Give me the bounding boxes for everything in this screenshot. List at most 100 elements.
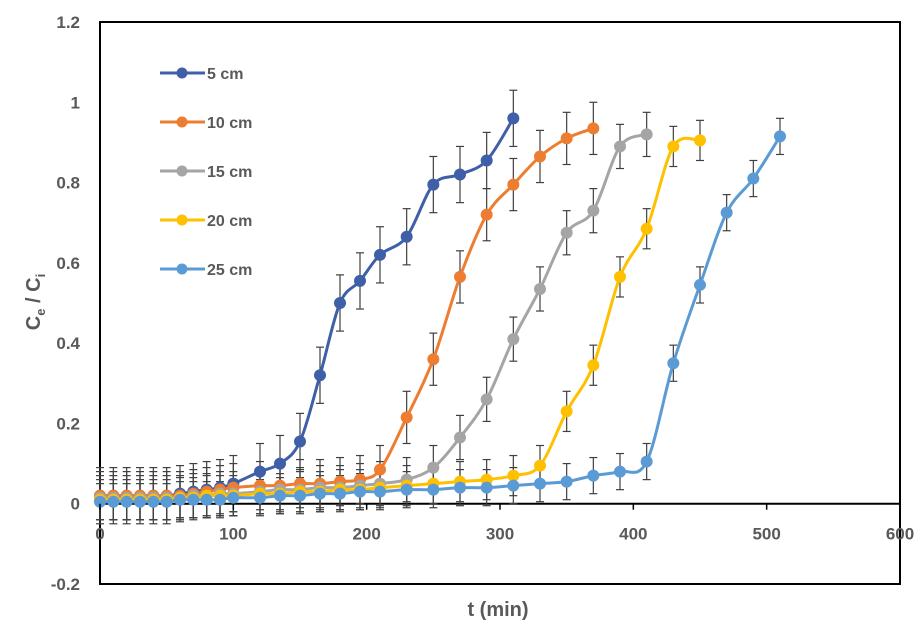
series-line-20-cm xyxy=(98,136,702,502)
y-axis-ticks: -0.2 0 0.2 0.4 0.6 0.8 1 1.2 xyxy=(51,13,81,594)
data-point-25-cm xyxy=(587,469,600,482)
data-point-25-cm xyxy=(354,485,366,498)
data-point-10-cm xyxy=(400,411,413,424)
data-point-25-cm xyxy=(294,489,306,502)
data-point-25-cm xyxy=(187,493,200,506)
data-point-5-cm xyxy=(274,457,286,470)
data-point-10-cm xyxy=(560,132,573,145)
series-line-10-cm xyxy=(98,126,595,498)
data-point-20-cm xyxy=(694,134,706,147)
data-point-5-cm xyxy=(400,230,413,243)
data-point-25-cm xyxy=(334,487,346,500)
data-point-10-cm xyxy=(427,353,440,366)
data-point-25-cm xyxy=(134,495,146,508)
legend-label-10-cm: 10 cm xyxy=(207,115,252,132)
y-axis-title: Ce / Ci xyxy=(23,274,48,330)
legend-label-15-cm: 15 cm xyxy=(207,164,252,181)
legend-marker-10-cm xyxy=(176,116,188,128)
data-point-25-cm xyxy=(774,130,786,143)
data-point-25-cm xyxy=(534,477,546,490)
data-point-25-cm xyxy=(507,479,520,492)
x-tick-label: 100 xyxy=(219,525,247,544)
data-point-25-cm xyxy=(454,481,466,494)
plot-frame xyxy=(99,21,901,585)
data-point-25-cm xyxy=(254,491,266,504)
legend-marker-25-cm xyxy=(176,263,188,275)
data-point-5-cm xyxy=(454,168,466,181)
data-point-25-cm xyxy=(214,493,226,506)
data-point-25-cm xyxy=(160,495,173,508)
y-tick-label: 1.2 xyxy=(56,13,80,32)
data-point-10-cm xyxy=(507,178,520,191)
y-tick-label: 0.6 xyxy=(56,254,80,273)
data-point-20-cm xyxy=(587,359,600,372)
data-point-25-cm xyxy=(374,485,386,498)
error-bars xyxy=(96,89,784,525)
y-tick-label: 0.4 xyxy=(56,334,80,353)
data-point-20-cm xyxy=(667,140,680,153)
y-tick-label: 0 xyxy=(71,495,80,514)
x-tick-label: 600 xyxy=(886,525,914,544)
legend-label-25-cm: 25 cm xyxy=(207,262,252,279)
data-point-5-cm xyxy=(314,369,326,382)
data-point-25-cm xyxy=(200,493,213,506)
data-point-25-cm xyxy=(314,487,326,500)
series-line-15-cm xyxy=(98,132,649,500)
data-point-25-cm xyxy=(560,475,573,488)
y-tick-label: -0.2 xyxy=(51,575,80,594)
legend: 5 cm 10 cm 15 cm 20 cm 25 cm xyxy=(160,66,252,279)
data-point-5-cm xyxy=(294,435,306,448)
legend-label-5-cm: 5 cm xyxy=(207,66,243,83)
data-point-25-cm xyxy=(694,278,706,291)
data-point-25-cm xyxy=(640,455,653,468)
legend-marker-15-cm xyxy=(176,165,188,177)
data-point-25-cm xyxy=(747,172,760,185)
series-lines xyxy=(98,116,782,504)
data-point-20-cm xyxy=(640,222,653,235)
data-point-15-cm xyxy=(454,431,466,444)
data-point-20-cm xyxy=(614,270,626,283)
data-point-25-cm xyxy=(614,465,626,478)
data-point-5-cm xyxy=(507,112,520,125)
x-axis-title: t (min) xyxy=(467,599,528,621)
legend-marker-20-cm xyxy=(176,214,188,226)
x-tick-label: 400 xyxy=(619,525,647,544)
data-point-25-cm xyxy=(147,495,160,508)
data-point-25-cm xyxy=(427,483,440,496)
data-point-5-cm xyxy=(254,465,266,478)
data-point-10-cm xyxy=(587,122,600,135)
data-point-15-cm xyxy=(614,140,626,153)
x-axis-ticks: 0 100 200 300 400 500 600 xyxy=(95,503,914,544)
data-point-10-cm xyxy=(454,270,466,283)
x-tick-label: 500 xyxy=(752,525,780,544)
data-point-25-cm xyxy=(720,206,733,219)
data-point-15-cm xyxy=(587,204,600,217)
data-point-25-cm xyxy=(227,491,240,504)
data-point-15-cm xyxy=(480,393,493,406)
series-line-25-cm xyxy=(98,134,782,504)
data-point-10-cm xyxy=(480,208,493,221)
data-point-15-cm xyxy=(507,333,520,346)
data-point-5-cm xyxy=(334,297,346,309)
data-point-25-cm xyxy=(174,493,186,506)
data-point-25-cm xyxy=(480,481,493,494)
data-point-15-cm xyxy=(427,461,440,474)
data-point-25-cm xyxy=(667,357,680,370)
data-point-15-cm xyxy=(534,282,546,295)
x-tick-label: 0 xyxy=(95,525,104,544)
data-point-25-cm xyxy=(120,495,133,508)
data-point-20-cm xyxy=(534,459,546,472)
data-point-10-cm xyxy=(534,150,546,163)
data-point-5-cm xyxy=(374,248,386,261)
legend-label-20-cm: 20 cm xyxy=(207,213,252,230)
y-tick-label: 1 xyxy=(71,93,80,112)
y-tick-label: 0.8 xyxy=(56,174,80,193)
data-point-5-cm xyxy=(480,154,493,167)
data-point-25-cm xyxy=(400,483,413,496)
data-point-15-cm xyxy=(560,226,573,239)
data-point-25-cm xyxy=(107,495,120,508)
data-point-10-cm xyxy=(374,463,386,476)
legend-marker-5-cm xyxy=(176,67,188,79)
